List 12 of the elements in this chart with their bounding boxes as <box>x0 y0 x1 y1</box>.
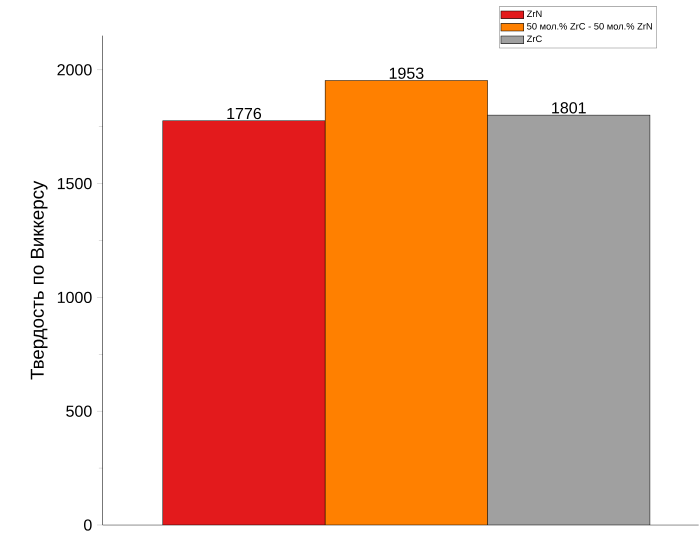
y-tick-label: 1500 <box>58 178 92 190</box>
y-axis-title: Твердость по Виккерсу <box>30 180 48 380</box>
y-tick-label: 500 <box>66 406 92 417</box>
legend-label: ZrN <box>526 10 542 17</box>
legend-label: ZrC <box>526 36 542 42</box>
data-label: 1953 <box>390 68 424 79</box>
data-label: 1776 <box>227 108 262 120</box>
y-tick-label: 1000 <box>58 292 92 304</box>
data-label: 1801 <box>552 102 586 114</box>
y-tick-label: 0 <box>84 519 92 531</box>
legend-label: 50 мол.% ZrC - 50 мол.% ZrN <box>527 23 652 30</box>
y-tick-label: 2000 <box>57 64 92 76</box>
